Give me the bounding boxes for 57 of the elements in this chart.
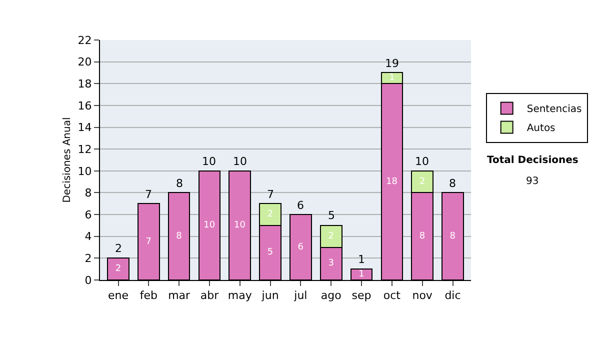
- data-label: 2: [328, 231, 334, 242]
- x-tick-label: ene: [108, 289, 129, 302]
- x-tick-label: jun: [260, 289, 279, 302]
- total-label: 7: [145, 188, 152, 201]
- data-label: 18: [386, 176, 398, 187]
- total-label: 10: [415, 155, 429, 168]
- y-tick-label: 0: [84, 274, 92, 287]
- total-label: 6: [297, 199, 304, 212]
- data-label: 7: [146, 236, 152, 247]
- legend-label: Sentencias: [526, 104, 582, 116]
- total-label: 8: [176, 177, 183, 190]
- data-label: 8: [419, 231, 426, 242]
- data-label: 1: [389, 73, 395, 84]
- y-tick-label: 18: [78, 77, 92, 90]
- x-tick-label: ago: [320, 289, 342, 302]
- text: Total Decisiones: [487, 155, 578, 166]
- y-tick-label: 4: [84, 230, 92, 244]
- total-label: 19: [385, 57, 399, 70]
- y-tick-label: 20: [78, 56, 92, 69]
- data-label: 2: [115, 264, 122, 274]
- x-tick-label: nov: [412, 289, 433, 302]
- y-tick-label: 8: [84, 186, 92, 200]
- total-label: 5: [328, 209, 335, 222]
- legend-label: Autos: [526, 123, 556, 134]
- total-label: 1: [358, 253, 365, 266]
- y-axis-title: Decisiones Anual: [62, 117, 73, 203]
- y-tick-label: 16: [78, 99, 92, 112]
- x-tick-label: jul: [293, 289, 308, 302]
- data-label: 3: [328, 258, 334, 269]
- y-tick-label: 2: [84, 252, 92, 266]
- total-label: 10: [233, 155, 247, 168]
- y-tick-label: 6: [84, 208, 92, 222]
- data-label: 10: [234, 220, 246, 230]
- x-tick-label: dic: [444, 289, 461, 302]
- total-label: 7: [267, 188, 274, 201]
- y-tick-label: 10: [78, 164, 92, 178]
- total-label: 10: [202, 155, 216, 168]
- data-label: 8: [450, 231, 456, 242]
- text: 93: [526, 176, 539, 187]
- data-label: 2: [267, 210, 274, 220]
- y-tick-label: 22: [78, 34, 92, 47]
- y-tick-label: 14: [78, 121, 92, 134]
- data-label: 5: [267, 248, 274, 258]
- data-label: 2: [419, 176, 426, 187]
- data-label: 1: [358, 270, 364, 280]
- x-tick-label: oct: [383, 289, 402, 302]
- y-tick-label: 12: [78, 142, 92, 156]
- x-tick-label: abr: [200, 289, 220, 302]
- total-label: 8: [449, 177, 456, 190]
- data-label: 8: [176, 231, 182, 242]
- data-label: 10: [204, 220, 216, 230]
- x-tick-label: mar: [168, 289, 191, 302]
- x-tick-label: sep: [352, 289, 372, 302]
- x-tick-label: may: [228, 289, 252, 302]
- x-tick-label: feb: [140, 289, 158, 302]
- data-label: 6: [298, 242, 304, 252]
- total-label: 2: [115, 242, 122, 255]
